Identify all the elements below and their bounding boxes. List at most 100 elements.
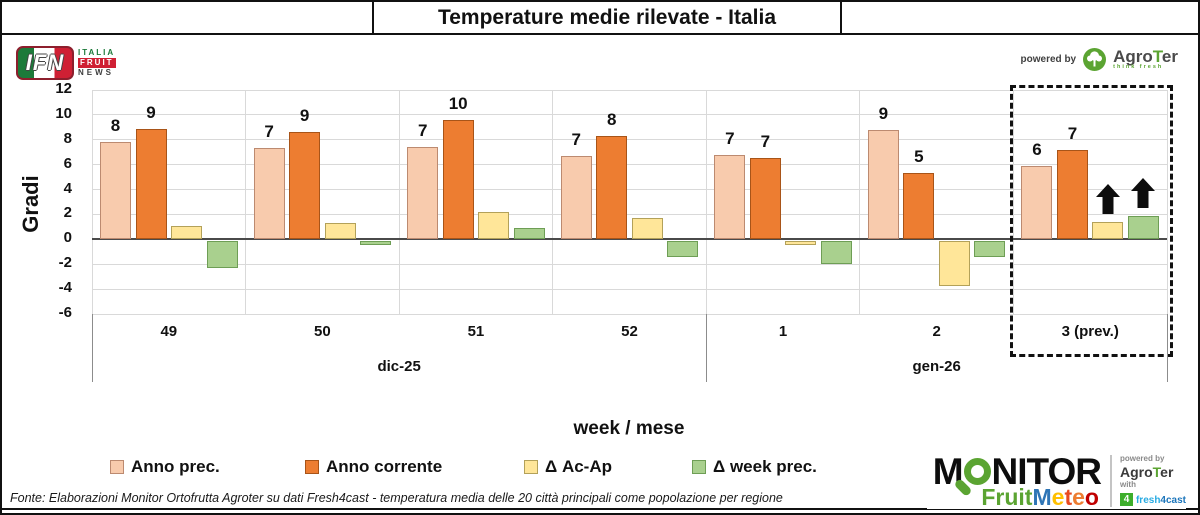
bar-value-label: 8 xyxy=(607,110,617,130)
bar xyxy=(206,240,238,269)
group-separator xyxy=(398,90,400,314)
bar xyxy=(100,142,132,240)
bar xyxy=(631,218,663,240)
monitor-wordmark: M NITOR xyxy=(933,453,1102,498)
bar xyxy=(407,147,439,240)
monitor-powered-by-block: powered by AgroTer with 4 fresh4cast xyxy=(1109,454,1186,507)
title-bar: Temperature medie rilevate - Italia xyxy=(2,2,1198,35)
y-tick-label: -4 xyxy=(58,279,72,297)
ifn-flag-icon: IFN xyxy=(16,46,74,80)
gridline xyxy=(92,213,1167,215)
y-tick-label: -6 xyxy=(58,304,72,321)
y-tick-label: 2 xyxy=(63,204,72,222)
bar xyxy=(324,223,356,240)
month-label: gen-26 xyxy=(912,358,961,375)
powered-by-label: powered by xyxy=(1020,54,1077,65)
month-tick xyxy=(705,314,707,382)
gridline xyxy=(92,114,1167,116)
group-separator xyxy=(859,90,861,314)
x-axis-title: week / mese xyxy=(573,418,685,439)
group-separator xyxy=(705,90,707,314)
legend-swatch xyxy=(305,460,319,474)
bar xyxy=(513,228,545,240)
gridline xyxy=(92,263,1167,265)
meteo-letter: t xyxy=(1064,484,1073,510)
fresh4cast-badge-icon: 4 xyxy=(1119,492,1133,506)
ifn-logo: IFN ITALIA FRUIT NEWS xyxy=(16,46,116,80)
legend-swatch xyxy=(110,460,124,474)
x-tick-label: 50 xyxy=(314,323,331,340)
bar-value-label: 9 xyxy=(299,106,310,126)
bar-value-label: 5 xyxy=(914,147,924,167)
bar-value-label: 7 xyxy=(264,122,274,142)
source-note: Fonte: Elaborazioni Monitor Ortofrutta A… xyxy=(10,491,783,505)
bar-value-label: 7 xyxy=(1067,123,1078,143)
bar xyxy=(171,225,203,240)
bar xyxy=(867,129,899,240)
bar xyxy=(749,158,781,240)
y-tick-label: 12 xyxy=(55,80,72,97)
meteo-letters: Meteo xyxy=(1032,484,1099,510)
legend-label: Δ Ac-Ap xyxy=(545,457,612,476)
group-separator xyxy=(552,90,554,314)
powered-by-agroter: powered by AgroTer think fresh xyxy=(1021,48,1178,71)
y-tick-label: 0 xyxy=(63,229,72,247)
group-separator xyxy=(1012,90,1014,314)
bar xyxy=(1092,221,1124,240)
bar xyxy=(1056,149,1088,240)
magnifier-icon xyxy=(952,458,991,498)
powered-by-label: powered by xyxy=(1119,454,1165,463)
x-tick-label: 1 xyxy=(778,323,788,340)
bar-value-label: 6 xyxy=(1032,139,1042,159)
bar xyxy=(938,240,970,286)
bar-value-label: 8 xyxy=(110,116,121,136)
legend-swatch xyxy=(692,460,706,474)
x-tick-label: 3 (prev.) xyxy=(1061,323,1119,340)
legend-label: Anno corrente xyxy=(326,457,443,476)
bar xyxy=(360,240,392,245)
bar-value-label: 9 xyxy=(146,102,156,122)
bar xyxy=(478,211,510,240)
bar-value-label: 10 xyxy=(448,93,468,113)
bar xyxy=(596,136,628,240)
ifn-abbr: IFN xyxy=(25,50,65,75)
bar xyxy=(667,240,699,257)
gridline xyxy=(92,139,1167,141)
agroter-tagline: think fresh xyxy=(1113,64,1164,71)
bar xyxy=(1127,215,1159,240)
up-arrow-icon xyxy=(1131,177,1156,213)
x-tick-label: 51 xyxy=(467,323,485,340)
group-separator xyxy=(91,90,93,314)
month-tick xyxy=(1166,314,1168,382)
legend-item: Anno corrente xyxy=(305,457,442,477)
gridline xyxy=(92,313,1167,315)
legend-label: Δ week prec. xyxy=(713,457,817,476)
agroter-wordmark: AgroTer xyxy=(1113,47,1178,67)
gridline xyxy=(92,164,1167,166)
group-separator xyxy=(1166,90,1168,314)
bar-value-label: 7 xyxy=(417,121,428,141)
bar-value-label: 7 xyxy=(725,128,735,148)
with-label: with xyxy=(1119,480,1136,489)
bar-value-label: 7 xyxy=(760,132,771,152)
meteo-letter: M xyxy=(1032,484,1052,510)
fresh4cast-wordmark: 4 fresh4cast xyxy=(1119,491,1186,507)
bar xyxy=(253,148,285,240)
up-arrow-icon xyxy=(1095,183,1120,219)
y-tick-label: 6 xyxy=(63,154,72,172)
y-tick-label: 4 xyxy=(63,179,72,197)
meteo-letter: o xyxy=(1084,484,1099,510)
legend-item: Anno prec. xyxy=(110,457,220,477)
legend-item: Δ Ac-Ap xyxy=(524,457,612,477)
ifn-italia-label: ITALIA xyxy=(78,48,116,57)
bar xyxy=(135,128,167,240)
legend-label: Anno prec. xyxy=(131,457,220,476)
bar-value-label: 7 xyxy=(571,129,581,149)
month-label: dic-25 xyxy=(377,358,421,375)
x-tick-label: 49 xyxy=(160,323,178,340)
x-tick-label: 52 xyxy=(621,323,638,340)
bottom-rule xyxy=(2,508,1198,510)
gridline xyxy=(92,288,1167,290)
x-axis-line xyxy=(92,238,1167,241)
